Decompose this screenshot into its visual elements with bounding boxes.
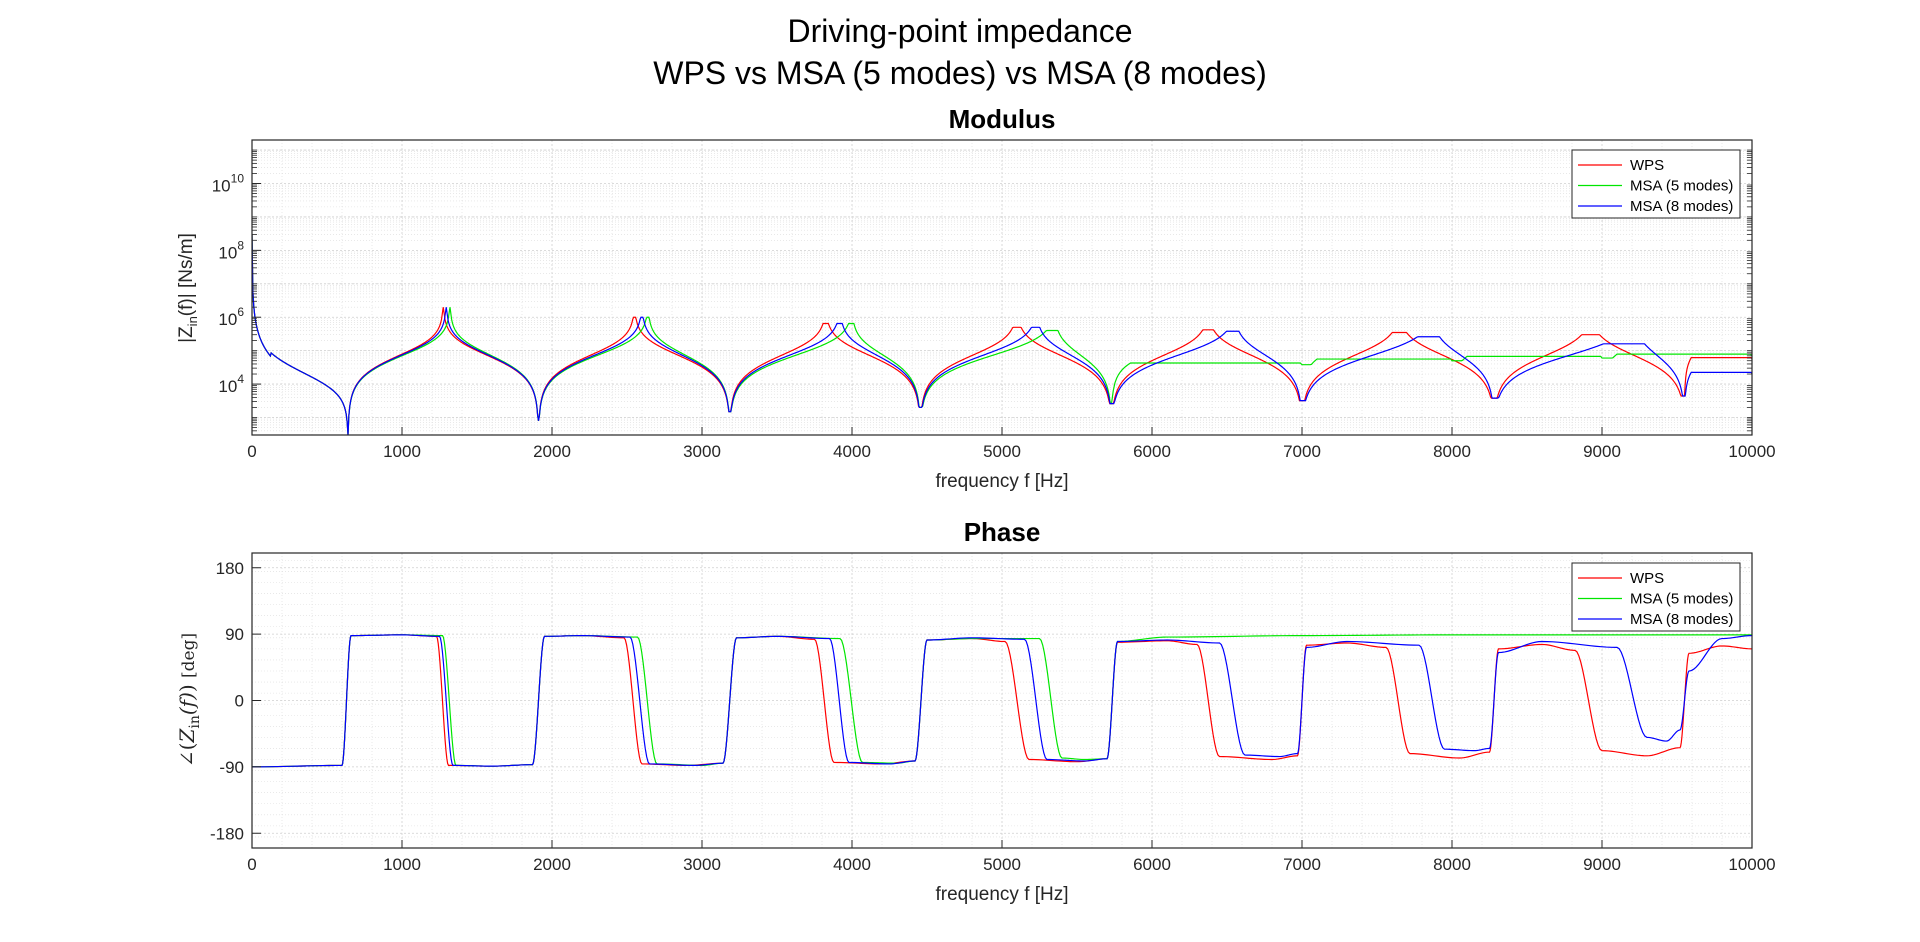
modulus-series-lines	[252, 234, 1752, 435]
phase-ylabel: ∠(Zin(f)) [deg]	[175, 633, 203, 767]
x-tick-label: 1000	[383, 855, 421, 874]
y-tick-label: 104	[218, 372, 244, 396]
x-tick-label: 9000	[1583, 855, 1621, 874]
y-tick-label: 1010	[212, 171, 245, 195]
x-tick-label: 5000	[983, 442, 1021, 461]
phase-ylabel-sub: in	[187, 715, 203, 729]
y-tick-label: 180	[216, 559, 244, 578]
legend-box	[1571, 562, 1741, 632]
x-tick-label: 2000	[533, 442, 571, 461]
y-tick-label: 108	[218, 238, 244, 262]
x-tick-label: 9000	[1583, 442, 1621, 461]
legend-entry: WPS	[1630, 157, 1664, 174]
modulus-ylabel-rest: (f)| [Ns/m]	[176, 233, 197, 316]
x-tick-label: 8000	[1433, 442, 1471, 461]
y-tick-label: 0	[235, 692, 244, 711]
y-tick-label: -90	[219, 758, 244, 777]
phase-ylabel-f: (f)	[175, 692, 199, 715]
legend-entry: MSA (8 modes)	[1630, 198, 1733, 215]
x-tick-label: 4000	[833, 442, 871, 461]
phase-ylabel-unit: [deg]	[179, 633, 199, 678]
y-tick-label: -180	[210, 824, 244, 843]
x-tick-label: 6000	[1133, 442, 1171, 461]
modulus-title: Modulus	[949, 104, 1056, 134]
x-tick-label: 3000	[683, 442, 721, 461]
modulus-line-msa-5-modes-	[252, 234, 1752, 435]
phase-line-msa-8-modes-	[252, 634, 1752, 768]
x-tick-label: 5000	[983, 855, 1021, 874]
legend-entry: MSA (5 modes)	[1630, 591, 1733, 608]
figure-title-line1: Driving-point impedance	[787, 13, 1132, 49]
modulus-ylabel-main: |Z	[176, 326, 197, 343]
x-tick-label: 7000	[1283, 442, 1321, 461]
x-tick-label: 10000	[1728, 442, 1775, 461]
y-tick-label: 90	[225, 625, 244, 644]
x-tick-label: 8000	[1433, 855, 1471, 874]
modulus-ylabel-sub: in	[185, 316, 200, 326]
modulus-axes: 0 1000 2000 3000 4000 5000 6000 7000 8000 9000 100…	[176, 104, 1776, 492]
modulus-legend: WPS MSA (5 modes) MSA (8 modes)	[1571, 149, 1741, 219]
x-tick-label: 0	[247, 442, 256, 461]
x-tick-label: 4000	[833, 855, 871, 874]
legend-entry: WPS	[1630, 570, 1664, 587]
phase-series-lines	[252, 634, 1752, 768]
phase-ylabel-angle: ∠	[175, 750, 199, 767]
phase-ticks: 0 1000 2000 3000 4000 5000 6000 7000 8000 9000 100…	[210, 559, 1776, 874]
legend-entry: MSA (5 modes)	[1630, 178, 1733, 195]
x-tick-label: 1000	[383, 442, 421, 461]
modulus-xlabel: frequency f [Hz]	[935, 471, 1068, 492]
phase-title: Phase	[964, 517, 1041, 547]
phase-legend: WPS MSA (5 modes) MSA (8 modes)	[1571, 562, 1741, 632]
legend-box	[1571, 149, 1741, 219]
x-tick-label: 2000	[533, 855, 571, 874]
modulus-line-msa-8-modes-	[252, 234, 1752, 435]
phase-xlabel: frequency f [Hz]	[935, 884, 1068, 905]
modulus-ticks: 0 1000 2000 3000 4000 5000 6000 7000 8000 9000 100…	[212, 139, 1776, 461]
x-tick-label: 7000	[1283, 855, 1321, 874]
x-tick-label: 3000	[683, 855, 721, 874]
x-tick-label: 6000	[1133, 855, 1171, 874]
figure-title-line2: WPS vs MSA (5 modes) vs MSA (8 modes)	[653, 55, 1266, 91]
legend-entry: MSA (8 modes)	[1630, 611, 1733, 628]
phase-axes: 0 1000 2000 3000 4000 5000 6000 7000 8000 9000 100…	[175, 517, 1776, 905]
phase-ylabel-z: Z	[175, 728, 199, 744]
y-tick-label: 106	[218, 305, 244, 329]
x-tick-label: 10000	[1728, 855, 1775, 874]
modulus-ylabel: |Zin(f)| [Ns/m]	[176, 233, 200, 343]
x-tick-label: 0	[247, 855, 256, 874]
